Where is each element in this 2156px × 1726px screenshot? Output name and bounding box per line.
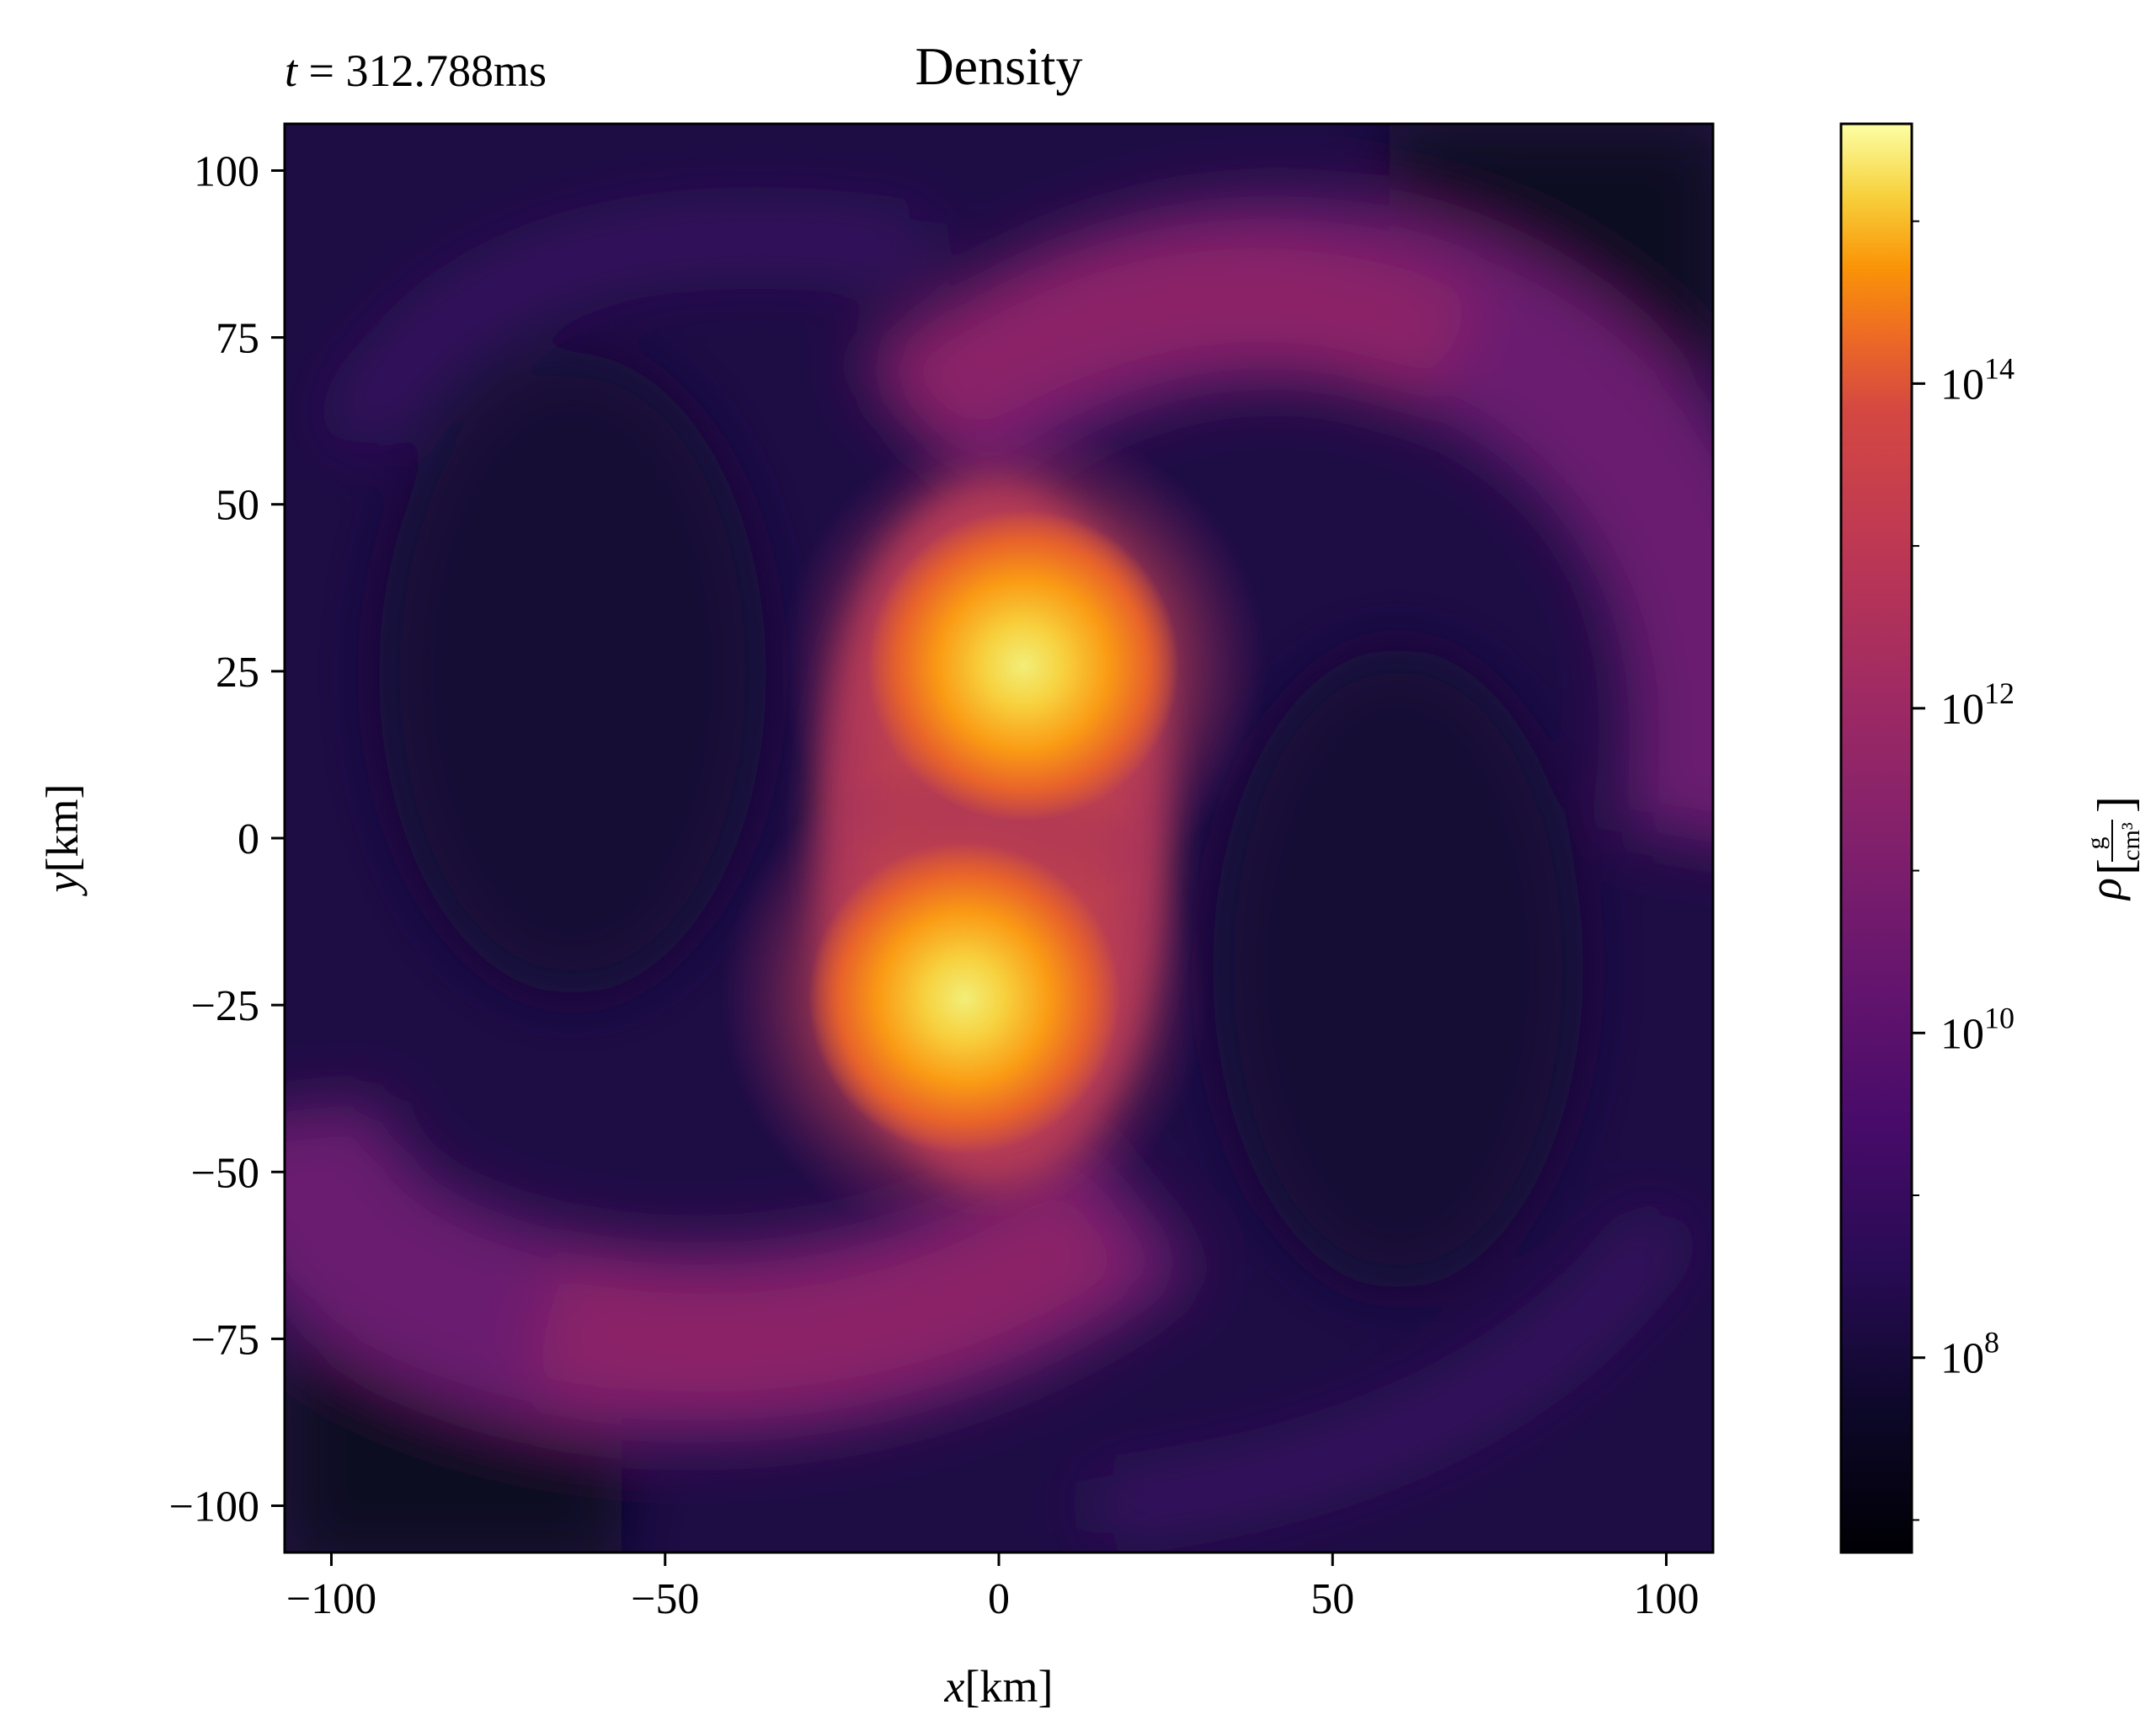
x-tick-label: 0 (988, 1575, 1010, 1623)
y-tick-label: 100 (194, 147, 259, 195)
x-tick-label: −50 (631, 1575, 699, 1623)
x-tick-label: −100 (286, 1575, 376, 1623)
y-tick-label: −50 (191, 1149, 259, 1197)
time-label: t = 312.788ms (285, 45, 547, 96)
colorbar-tick-label: 1014 (1940, 351, 2015, 409)
colorbar-tick-label: 1012 (1940, 676, 2015, 734)
svg-text:]: ] (2088, 796, 2143, 813)
colorbar-label-unit-num: g (2082, 837, 2110, 850)
core-lower (808, 842, 1120, 1154)
x-axis: −100 −50 0 50 100 (286, 1552, 1700, 1623)
colorbar-label-var: ρ (2080, 878, 2131, 901)
y-tick-label: 0 (237, 815, 259, 863)
svg-text:[: [ (2088, 858, 2143, 875)
y-axis: −100 −75 −50 −25 0 25 50 75 100 (169, 147, 285, 1531)
core-upper (867, 510, 1179, 821)
y-tick-label: 75 (216, 315, 259, 363)
y-tick-label: −25 (191, 982, 259, 1030)
y-tick-label: −100 (169, 1483, 259, 1531)
colorbar-label-unit-den: cm³ (2117, 822, 2145, 861)
y-axis-label: y[km] (37, 784, 88, 897)
x-axis-label: x[km] (944, 1661, 1054, 1712)
y-tick-label: −75 (191, 1316, 259, 1364)
x-tick-label: 100 (1634, 1575, 1700, 1623)
colorbar (1839, 122, 1913, 1554)
colorbar-tick-label: 108 (1940, 1326, 1999, 1383)
y-tick-label: 25 (216, 649, 259, 697)
colorbar-label: ρ g cm³ [ ] (2080, 796, 2145, 901)
x-tick-label: 50 (1310, 1575, 1354, 1623)
y-tick-label: 50 (216, 482, 259, 530)
colorbar-tick-label: 1010 (1940, 1001, 2015, 1058)
colorbar-ticks: 108 1010 1012 1014 (1912, 220, 2015, 1521)
chart-title: Density (915, 36, 1082, 96)
density-map (285, 124, 1713, 1552)
